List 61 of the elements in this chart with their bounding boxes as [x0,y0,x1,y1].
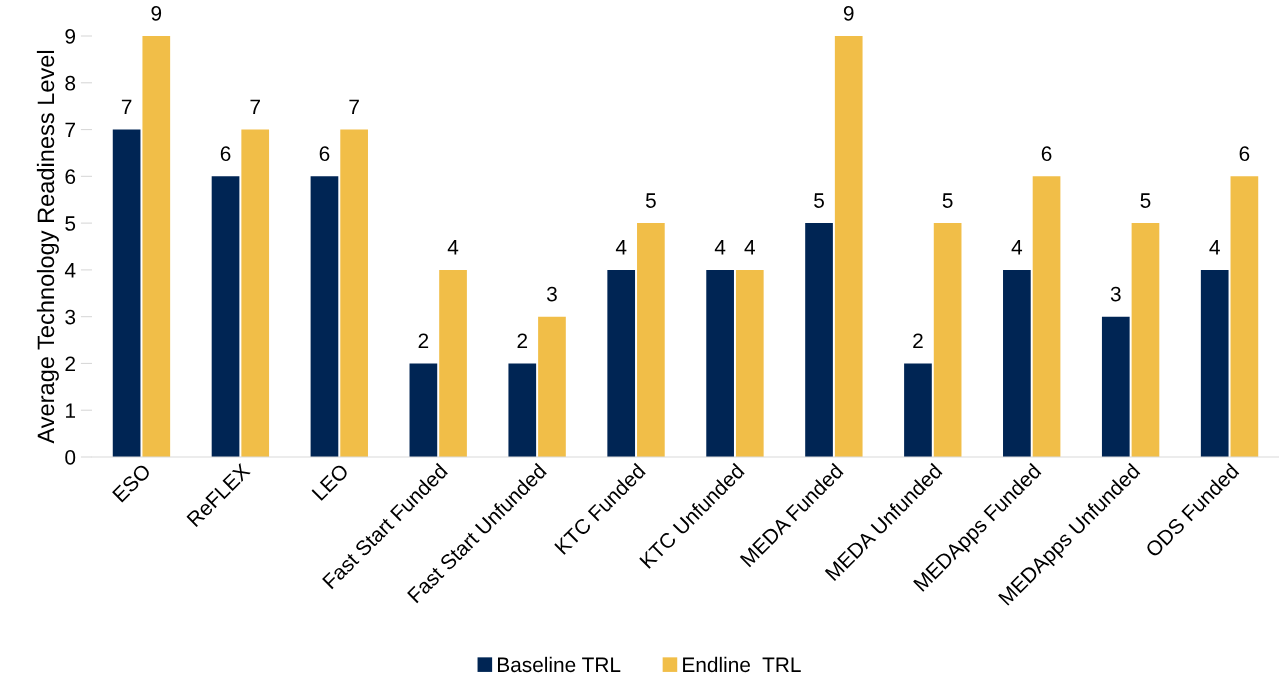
data-label: 7 [349,99,359,115]
bar [142,36,171,457]
bar [1131,223,1160,457]
bar [211,176,240,457]
y-tick-label: 3 [65,309,76,325]
data-label: 2 [418,333,429,349]
bar [637,223,665,457]
y-tick-label: 9 [65,29,76,44]
y-axis-title: Average Technology Readiness Level [36,50,59,444]
data-label: 6 [1041,146,1052,162]
bar [904,363,932,457]
bar [1230,176,1259,457]
bar [1200,269,1229,457]
bar [439,269,467,457]
bar [834,36,863,457]
bar [310,176,339,457]
legend-label: Endline TRL [683,656,801,673]
bar [1101,316,1130,457]
legend-label: Baseline TRL [498,656,621,673]
bar [735,269,764,457]
data-label: 3 [1110,286,1121,302]
bar [933,223,962,457]
y-tick-label: 1 [66,403,76,418]
data-label: 5 [1140,193,1151,208]
y-tick-label: 8 [65,75,76,91]
bar [805,223,833,457]
bar [241,129,270,457]
data-label: 4 [744,240,755,255]
y-tick-label: 4 [64,263,76,278]
bar [1003,269,1031,457]
data-label: 4 [1209,240,1220,255]
bar [538,316,566,457]
data-label: 4 [1011,240,1023,255]
data-label: 2 [517,333,528,349]
bar [409,363,438,457]
y-tick-label: 5 [65,216,76,231]
data-label: 4 [714,240,726,255]
data-label: 7 [250,99,260,115]
y-tick-label: 0 [65,450,76,465]
data-label: 4 [615,240,627,255]
data-label: 5 [942,193,953,208]
data-label: 5 [814,193,824,208]
y-tick-label: 7 [65,122,75,138]
bar [607,269,636,457]
bar [112,129,141,457]
data-label: 2 [913,333,923,349]
data-label: 3 [546,286,557,302]
data-label: 6 [220,146,231,162]
data-label: 6 [319,146,330,162]
bar [706,269,734,457]
data-label: 4 [447,240,459,255]
data-label: 6 [1239,146,1250,162]
data-label: 9 [843,6,854,21]
y-tick-label: 6 [65,169,76,185]
bar [340,129,368,457]
bar [1032,176,1061,457]
data-label: 7 [121,99,132,115]
data-label: 5 [645,193,656,208]
data-label: 9 [151,6,162,21]
y-tick-label: 2 [65,356,75,371]
bar [508,363,537,457]
